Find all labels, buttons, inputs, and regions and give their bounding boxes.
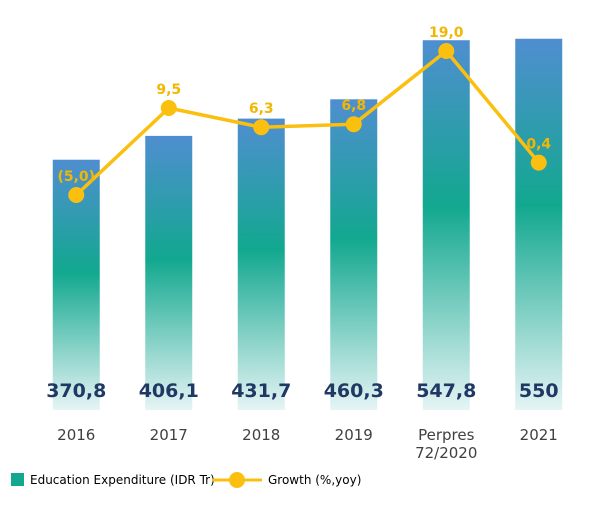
category-label: 2018 — [242, 426, 280, 444]
category-label: 2016 — [57, 426, 95, 444]
growth-line-group — [68, 43, 547, 203]
legend: Education Expenditure (IDR Tr) Growth (%… — [11, 472, 361, 488]
bar-value-label: 547,8 — [416, 380, 476, 402]
growth-value-label: 19,0 — [429, 25, 464, 41]
growth-value-label: 6,8 — [341, 98, 366, 114]
growth-point — [438, 43, 455, 59]
growth-value-label: 9,5 — [156, 82, 181, 98]
growth-point — [160, 100, 177, 116]
category-label: 2017 — [150, 426, 188, 444]
growth-value-label: (5,0) — [57, 169, 95, 185]
bar — [330, 99, 378, 411]
category-label: 72/2020 — [415, 444, 477, 462]
growth-value-label: 6,3 — [249, 101, 274, 117]
bar-value-label: 431,7 — [231, 380, 291, 402]
bar-labels-group: 370,8 406,1 431,7 460,3 547,8 550 — [46, 380, 558, 402]
bar-value-label: 370,8 — [46, 380, 106, 402]
growth-line — [75, 49, 541, 197]
category-label: 2021 — [520, 426, 558, 444]
bar — [237, 118, 285, 410]
bar-value-label: 460,3 — [324, 380, 384, 402]
category-label: 2019 — [335, 426, 373, 444]
growth-labels-group: (5,0) 9,5 6,3 6,8 19,0 0,4 — [57, 25, 551, 185]
growth-point — [530, 154, 547, 171]
growth-point — [68, 187, 85, 203]
legend-bar-swatch — [11, 473, 24, 486]
growth-point — [345, 116, 362, 133]
bar — [422, 40, 470, 411]
legend-line-marker — [229, 472, 245, 488]
bar — [145, 135, 193, 410]
legend-bar-label: Education Expenditure (IDR Tr) — [30, 473, 215, 487]
bar — [515, 38, 563, 410]
bar-value-label: 406,1 — [139, 380, 199, 402]
growth-value-label: 0,4 — [526, 137, 551, 153]
category-label: Perpres — [418, 426, 474, 444]
legend-line-label: Growth (%,yoy) — [268, 473, 361, 487]
growth-point — [253, 119, 270, 136]
bars-group — [52, 38, 563, 411]
bar-value-label: 550 — [519, 380, 559, 402]
